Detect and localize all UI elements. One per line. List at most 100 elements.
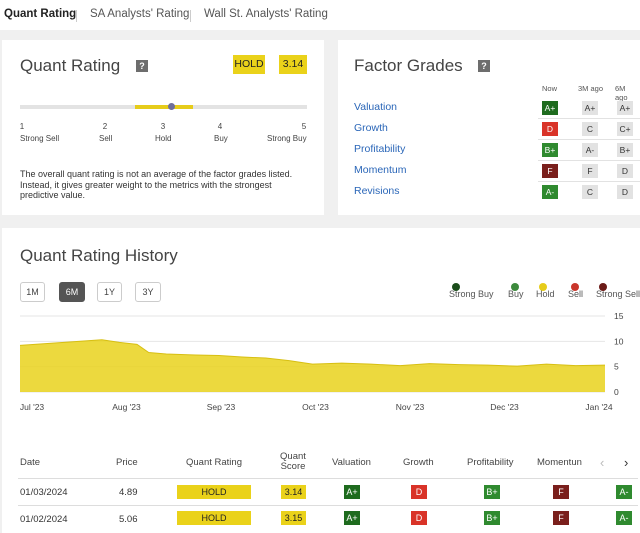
grade-6m: D <box>617 185 633 199</box>
legend-label: Strong Buy <box>449 289 494 299</box>
col-header-valuation: Valuation <box>332 457 371 468</box>
range-button-3y[interactable]: 3Y <box>135 282 161 302</box>
factor-link-momentum[interactable]: Momentum <box>354 164 407 176</box>
scale-tick-number: 2 <box>102 122 108 131</box>
y-tick-label: 15 <box>614 311 624 321</box>
legend-label: Sell <box>568 289 584 299</box>
grade-now: D <box>542 122 558 136</box>
quant-rating-badge: HOLD <box>233 55 265 74</box>
row-divider <box>538 181 640 182</box>
row-divider <box>538 139 640 140</box>
cell-growth-grade: D <box>411 485 427 499</box>
table-prev-arrow[interactable]: ‹ <box>600 455 605 470</box>
series-area <box>20 339 605 392</box>
cell-profitability-grade: B+ <box>484 485 500 499</box>
range-button-1m[interactable]: 1M <box>20 282 45 302</box>
y-tick-label: 10 <box>614 336 624 346</box>
scale-tick-number: 3 <box>160 122 166 131</box>
scale-tick-label: Strong Sell <box>20 134 60 143</box>
cell-momentum-grade: F <box>553 511 569 525</box>
legend-dot <box>571 283 579 291</box>
grade-now: F <box>542 164 558 178</box>
col-3m-ago: 3M ago <box>578 84 604 93</box>
legend-dot <box>599 283 607 291</box>
factor-row-profitability: Profitability B+ A- B+ <box>338 140 640 161</box>
cell-price: 4.89 <box>119 487 138 498</box>
factor-grades-card: Factor Grades ? Now 3M ago 6M ago Valuat… <box>338 40 640 215</box>
scale-tick-number: 1 <box>19 122 25 131</box>
rating-scale-marker <box>168 103 175 110</box>
y-tick-label: 0 <box>614 387 619 397</box>
col-header-growth: Growth <box>403 457 434 468</box>
grade-3m: A- <box>582 143 598 157</box>
legend-dot <box>452 283 460 291</box>
grade-3m: A+ <box>582 101 598 115</box>
factor-row-growth: Growth D C C+ <box>338 119 640 140</box>
range-button-6m[interactable]: 6M <box>59 282 85 302</box>
tab-sa-analysts-rating[interactable]: SA Analysts' Rating <box>90 8 190 20</box>
grade-3m: F <box>582 164 598 178</box>
col-header-quant-rating: Quant Rating <box>186 457 242 468</box>
grade-6m: C+ <box>617 122 633 136</box>
grade-6m: A+ <box>617 101 633 115</box>
factor-link-profitability[interactable]: Profitability <box>354 143 406 155</box>
tab-quant-rating[interactable]: Quant Rating <box>4 8 77 20</box>
scale-tick-label: Buy <box>214 134 228 143</box>
rating-scale-bar <box>20 103 307 110</box>
scale-tick-number: 4 <box>217 122 223 131</box>
cell-revisions-grade: A- <box>616 485 632 499</box>
range-button-1y[interactable]: 1Y <box>97 282 122 302</box>
cell-date: 01/03/2024 <box>20 487 68 498</box>
row-divider <box>538 160 640 161</box>
quant-rating-title: Quant Rating <box>20 56 121 75</box>
col-now: Now <box>542 84 558 93</box>
scale-tick-number: 5 <box>301 122 307 131</box>
grade-now: A+ <box>542 101 558 115</box>
legend-label: Strong Sell <box>596 289 640 299</box>
factor-link-revisions[interactable]: Revisions <box>354 185 400 197</box>
x-tick-label: Jan '24 <box>585 402 612 412</box>
col-header-quant-score: Quant Score <box>280 451 306 472</box>
legend-dot <box>511 283 519 291</box>
cell-growth-grade: D <box>411 511 427 525</box>
series-line <box>19 339 606 367</box>
cell-quant-rating: HOLD <box>177 485 251 499</box>
col-header-momentum: Momentun <box>537 457 582 468</box>
tab-divider <box>190 10 191 22</box>
y-tick-label: 5 <box>614 362 619 372</box>
quant-rating-history-card: Quant Rating History 1M 6M 1Y 3Y Strong … <box>2 228 640 533</box>
table-header-divider <box>18 478 638 479</box>
cell-momentum-grade: F <box>553 485 569 499</box>
help-icon[interactable]: ? <box>136 60 148 72</box>
grade-3m: C <box>582 122 598 136</box>
quant-history-chart: 0 5 10 15 Jul '23 Aug '23 Sep '23 Oct '23 Nov '2… <box>19 311 624 412</box>
legend-label: Hold <box>536 289 555 299</box>
table-row-divider <box>18 505 638 506</box>
factor-link-growth[interactable]: Growth <box>354 122 388 134</box>
factor-link-valuation[interactable]: Valuation <box>354 101 398 113</box>
legend-dot <box>539 283 547 291</box>
tab-wall-st-analysts-rating[interactable]: Wall St. Analysts' Rating <box>204 8 328 20</box>
scale-tick-label: Strong Buy <box>267 134 307 143</box>
cell-price: 5.06 <box>119 514 138 525</box>
x-tick-label: Dec '23 <box>490 402 519 412</box>
rating-scale-highlight <box>135 105 193 109</box>
row-divider <box>538 118 640 119</box>
x-tick-label: Aug '23 <box>112 402 141 412</box>
cell-revisions-grade: A- <box>616 511 632 525</box>
grade-now: A- <box>542 185 558 199</box>
grade-6m: B+ <box>617 143 633 157</box>
cell-quant-score: 3.15 <box>281 511 306 525</box>
quant-score-badge: 3.14 <box>279 55 307 74</box>
col-header-price: Price <box>116 457 138 468</box>
factor-row-revisions: Revisions A- C D <box>338 182 640 203</box>
quant-rating-description: The overall quant rating is not an avera… <box>20 169 293 200</box>
table-next-arrow[interactable]: › <box>624 455 629 470</box>
rating-tabs: Quant Rating SA Analysts' Rating Wall St… <box>0 0 640 30</box>
col-header-profitability: Profitability <box>467 457 514 468</box>
factor-grades-title: Factor Grades <box>354 56 463 75</box>
scale-tick-label: Hold <box>155 134 172 143</box>
factor-row-valuation: Valuation A+ A+ A+ <box>338 98 640 119</box>
legend-label: Buy <box>508 289 524 299</box>
help-icon[interactable]: ? <box>478 60 490 72</box>
